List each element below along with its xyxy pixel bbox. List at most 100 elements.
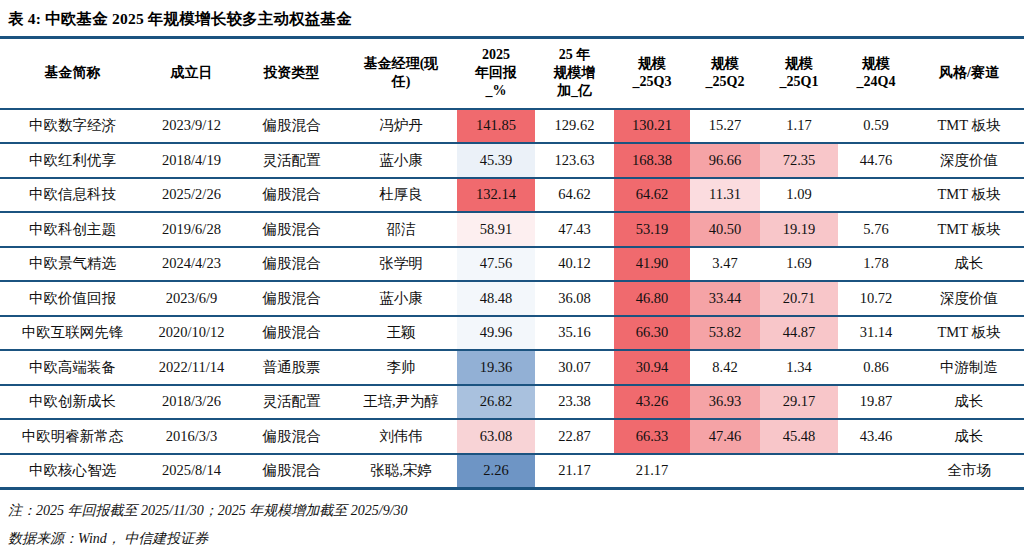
return-2025-cell: 132.14 [457, 178, 535, 213]
fund-name-cell: 中欧创新成长 [0, 385, 145, 420]
style-track-cell: TMT 板块 [914, 178, 1024, 213]
inception-date-cell: 2016/3/3 [145, 419, 238, 454]
col-header-style-track: 风格/赛道 [914, 38, 1024, 109]
style-track-cell: 深度价值 [914, 143, 1024, 178]
scale-25q2-cell: 33.44 [690, 281, 760, 316]
manager-cell: 蓝小康 [345, 281, 457, 316]
style-track-cell: 深度价值 [914, 281, 1024, 316]
scale-24q4-cell: 44.76 [838, 143, 914, 178]
fund-name-cell: 中欧信息科技 [0, 178, 145, 213]
scale-25q2-cell: 11.31 [690, 178, 760, 213]
invest-type-cell: 灵活配置 [238, 385, 345, 420]
col-header-scale-increase-25: 25 年 规模增 加_亿 [535, 38, 614, 109]
scale-increase-25-cell: 40.12 [535, 247, 614, 282]
scale-25q2-cell: 96.66 [690, 143, 760, 178]
table-header-row: 基金简称成立日投资类型基金经理(现 任)2025 年回报 _%25 年 规模增 … [0, 38, 1024, 109]
scale-25q3-cell: 53.19 [614, 212, 690, 247]
scale-25q1-cell: 20.71 [760, 281, 838, 316]
col-header-scale-25q2: 规模 _25Q2 [690, 38, 760, 109]
table-row: 中欧数字经济2023/9/12偏股混合冯炉丹141.85129.62130.21… [0, 109, 1024, 144]
manager-cell: 王颖 [345, 316, 457, 351]
scale-25q1-cell: 1.09 [760, 178, 838, 213]
table-row: 中欧创新成长2018/3/26灵活配置王培,尹为醇26.8223.3843.26… [0, 385, 1024, 420]
style-track-cell: 成长 [914, 419, 1024, 454]
scale-24q4-cell: 43.46 [838, 419, 914, 454]
scale-24q4-cell: 1.78 [838, 247, 914, 282]
table-notes: 注：2025 年回报截至 2025/11/30；2025 年规模增加截至 202… [0, 490, 1024, 546]
return-2025-cell: 26.82 [457, 385, 535, 420]
scale-25q1-cell: 44.87 [760, 316, 838, 351]
scale-increase-25-cell: 23.38 [535, 385, 614, 420]
col-header-inception-date: 成立日 [145, 38, 238, 109]
scale-increase-25-cell: 47.43 [535, 212, 614, 247]
table-row: 中欧高端装备2022/11/14普通股票李帅19.3630.0730.948.4… [0, 350, 1024, 385]
fund-name-cell: 中欧科创主题 [0, 212, 145, 247]
manager-cell: 杜厚良 [345, 178, 457, 213]
fund-name-cell: 中欧价值回报 [0, 281, 145, 316]
scale-24q4-cell: 10.72 [838, 281, 914, 316]
scale-25q1-cell: 1.69 [760, 247, 838, 282]
scale-25q2-cell: 36.93 [690, 385, 760, 420]
scale-25q1-cell: 1.17 [760, 109, 838, 144]
style-track-cell: TMT 板块 [914, 212, 1024, 247]
table-title: 表 4: 中欧基金 2025 年规模增长较多主动权益基金 [0, 0, 1024, 36]
style-track-cell: TMT 板块 [914, 109, 1024, 144]
scale-25q2-cell: 47.46 [690, 419, 760, 454]
scale-25q1-cell: 19.19 [760, 212, 838, 247]
scale-25q1-cell: 29.17 [760, 385, 838, 420]
fund-name-cell: 中欧红利优享 [0, 143, 145, 178]
inception-date-cell: 2024/4/23 [145, 247, 238, 282]
manager-cell: 王培,尹为醇 [345, 385, 457, 420]
table-row: 中欧互联网先锋2020/10/12偏股混合王颖49.9635.1666.3053… [0, 316, 1024, 351]
table-row: 中欧明睿新常态2016/3/3偏股混合刘伟伟63.0822.8766.3347.… [0, 419, 1024, 454]
scale-24q4-cell [838, 178, 914, 213]
col-header-invest-type: 投资类型 [238, 38, 345, 109]
fund-name-cell: 中欧互联网先锋 [0, 316, 145, 351]
inception-date-cell: 2019/6/28 [145, 212, 238, 247]
invest-type-cell: 偏股混合 [238, 419, 345, 454]
inception-date-cell: 2020/10/12 [145, 316, 238, 351]
scale-25q1-cell: 72.35 [760, 143, 838, 178]
scale-24q4-cell: 5.76 [838, 212, 914, 247]
return-2025-cell: 141.85 [457, 109, 535, 144]
invest-type-cell: 偏股混合 [238, 109, 345, 144]
scale-25q3-cell: 64.62 [614, 178, 690, 213]
inception-date-cell: 2018/4/19 [145, 143, 238, 178]
scale-24q4-cell [838, 454, 914, 489]
scale-25q2-cell: 15.27 [690, 109, 760, 144]
return-2025-cell: 19.36 [457, 350, 535, 385]
scale-increase-25-cell: 21.17 [535, 454, 614, 489]
scale-24q4-cell: 31.14 [838, 316, 914, 351]
scale-25q3-cell: 168.38 [614, 143, 690, 178]
scale-24q4-cell: 19.87 [838, 385, 914, 420]
scale-25q1-cell [760, 454, 838, 489]
scale-increase-25-cell: 129.62 [535, 109, 614, 144]
scale-25q3-cell: 43.26 [614, 385, 690, 420]
inception-date-cell: 2023/9/12 [145, 109, 238, 144]
scale-increase-25-cell: 22.87 [535, 419, 614, 454]
scale-increase-25-cell: 36.08 [535, 281, 614, 316]
manager-cell: 张学明 [345, 247, 457, 282]
fund-name-cell: 中欧明睿新常态 [0, 419, 145, 454]
return-2025-cell: 45.39 [457, 143, 535, 178]
source-line: 数据来源：Wind， 中信建投证券 [8, 525, 1024, 546]
col-header-return-2025: 2025 年回报 _% [457, 38, 535, 109]
note-line: 注：2025 年回报截至 2025/11/30；2025 年规模增加截至 202… [8, 497, 1024, 525]
scale-25q1-cell: 45.48 [760, 419, 838, 454]
invest-type-cell: 偏股混合 [238, 281, 345, 316]
manager-cell: 刘伟伟 [345, 419, 457, 454]
col-header-scale-25q1: 规模 _25Q1 [760, 38, 838, 109]
scale-25q3-cell: 66.30 [614, 316, 690, 351]
col-header-scale-24q4: 规模 _24Q4 [838, 38, 914, 109]
inception-date-cell: 2025/2/26 [145, 178, 238, 213]
return-2025-cell: 58.91 [457, 212, 535, 247]
style-track-cell: 成长 [914, 385, 1024, 420]
scale-25q2-cell: 8.42 [690, 350, 760, 385]
col-header-scale-25q3: 规模 _25Q3 [614, 38, 690, 109]
fund-name-cell: 中欧核心智选 [0, 454, 145, 489]
invest-type-cell: 灵活配置 [238, 143, 345, 178]
scale-increase-25-cell: 64.62 [535, 178, 614, 213]
scale-25q2-cell: 3.47 [690, 247, 760, 282]
table-row: 中欧红利优享2018/4/19灵活配置蓝小康45.39123.63168.389… [0, 143, 1024, 178]
scale-25q3-cell: 130.21 [614, 109, 690, 144]
